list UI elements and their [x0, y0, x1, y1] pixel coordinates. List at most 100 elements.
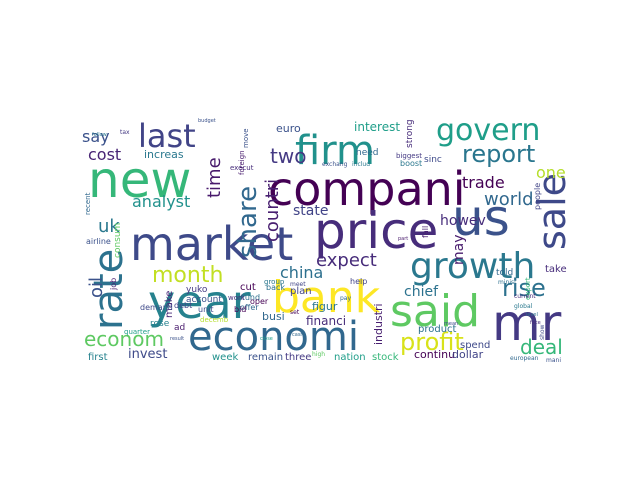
word-fund: fund — [242, 293, 260, 302]
word-time: time — [204, 157, 225, 198]
word-financi: financi — [306, 314, 346, 328]
word-rise: rise — [502, 274, 546, 302]
word-yuko: yuko — [186, 285, 208, 295]
word-two: two — [270, 144, 306, 168]
word-cost: cost — [88, 145, 121, 164]
word-unit: unit — [198, 305, 214, 314]
word-biggest: biggest — [396, 152, 422, 160]
word-debt: debt — [174, 301, 192, 310]
word-compani: compani — [268, 162, 466, 216]
word-meet: meet — [290, 281, 306, 288]
word-dollar: dollar — [452, 348, 484, 361]
word-last: last — [138, 117, 196, 155]
word-figur: figur — [312, 300, 338, 313]
word-deal: deal — [520, 335, 563, 359]
word-quarter: quarter — [124, 328, 150, 336]
word-set: set — [290, 309, 300, 316]
word-economi: economi — [188, 314, 359, 360]
word-state: state — [293, 203, 328, 219]
word-execut: execut — [230, 164, 254, 172]
word-growth: growth — [410, 246, 535, 287]
word-say: say — [82, 127, 110, 146]
word-export: export — [524, 277, 532, 300]
word-exchang: exchang — [322, 161, 348, 168]
word-howev: howev — [440, 213, 486, 229]
word-china: china — [280, 263, 323, 282]
word-first: first — [88, 352, 108, 363]
word-continu: continu — [414, 348, 455, 361]
word-level: level — [526, 312, 538, 318]
word-cut: cut — [240, 282, 256, 293]
word-sale: sale — [530, 173, 574, 250]
word-econom: econom — [84, 327, 164, 351]
word-tax: tax — [120, 129, 130, 136]
word-consum: consum — [113, 223, 123, 258]
word-us: us — [452, 189, 510, 247]
word-back: back — [266, 283, 285, 292]
word-fall: fall — [421, 226, 430, 238]
word-bank: bank — [272, 272, 381, 323]
word-part: part — [398, 236, 408, 242]
word-month: month — [152, 263, 223, 288]
word-may: may — [451, 234, 467, 265]
word-industri: industri — [372, 303, 385, 345]
word-people: people — [533, 183, 542, 210]
word-demand: demand — [140, 303, 173, 312]
word-strong: strong — [405, 119, 415, 148]
cloud-background — [78, 117, 564, 370]
word-uk: uk — [98, 216, 120, 237]
word-ad: ad — [174, 323, 185, 333]
word-firm: firm — [295, 128, 375, 174]
word-mani: mani — [546, 357, 561, 364]
word-european: european — [510, 355, 539, 362]
word-mean: mean — [444, 321, 458, 327]
word-foreign: foreign — [238, 150, 246, 175]
word-expect: expect — [316, 250, 377, 271]
word-week: week — [212, 352, 238, 363]
word-recent: recent — [84, 192, 92, 215]
word-told: told — [496, 268, 513, 278]
word-close: close — [260, 336, 273, 342]
word-global: global — [514, 303, 533, 310]
word-world: world — [484, 189, 534, 210]
word-invest: invest — [128, 347, 167, 362]
word-minist: minist — [498, 279, 517, 286]
word-move: move — [242, 128, 250, 148]
word-plan: plan — [290, 286, 312, 297]
word-cash: cash — [292, 332, 304, 338]
word-rose: rose — [150, 319, 170, 329]
word-chief: chief — [404, 284, 439, 300]
word-profit: profit — [400, 328, 464, 356]
word-work: work — [228, 294, 246, 302]
word-result: result — [170, 336, 184, 342]
word-follow: follow — [92, 132, 107, 138]
word-said: said — [390, 286, 480, 337]
word-make: make — [164, 291, 175, 318]
word-countri: countri — [262, 179, 283, 242]
word-year: year — [148, 275, 251, 329]
word-busi: busi — [262, 310, 285, 323]
word-oper: oper — [250, 297, 269, 306]
word-report: report — [462, 140, 535, 168]
word-boost: boost — [400, 159, 422, 168]
word-need: need — [356, 148, 379, 158]
word-interest: interest — [354, 120, 400, 134]
word-analyst: analyst — [132, 192, 190, 211]
word-job: job — [109, 278, 118, 291]
word-increas: increas — [144, 148, 184, 161]
word-group: group — [264, 278, 285, 286]
word-mr: mr — [492, 294, 562, 352]
word-take: take — [545, 264, 567, 275]
word-spend: spend — [460, 340, 490, 351]
word-remain: remain — [248, 352, 283, 363]
word-includ: includ — [352, 161, 370, 168]
word-bid: bid — [234, 305, 246, 314]
word-three: three — [285, 352, 311, 363]
word-one: one — [536, 163, 566, 182]
word-trade: trade — [462, 173, 505, 192]
word-current: current — [514, 293, 536, 300]
word-stock: stock — [372, 352, 399, 363]
word-euro: euro — [276, 122, 301, 135]
word-face: face — [530, 320, 541, 326]
